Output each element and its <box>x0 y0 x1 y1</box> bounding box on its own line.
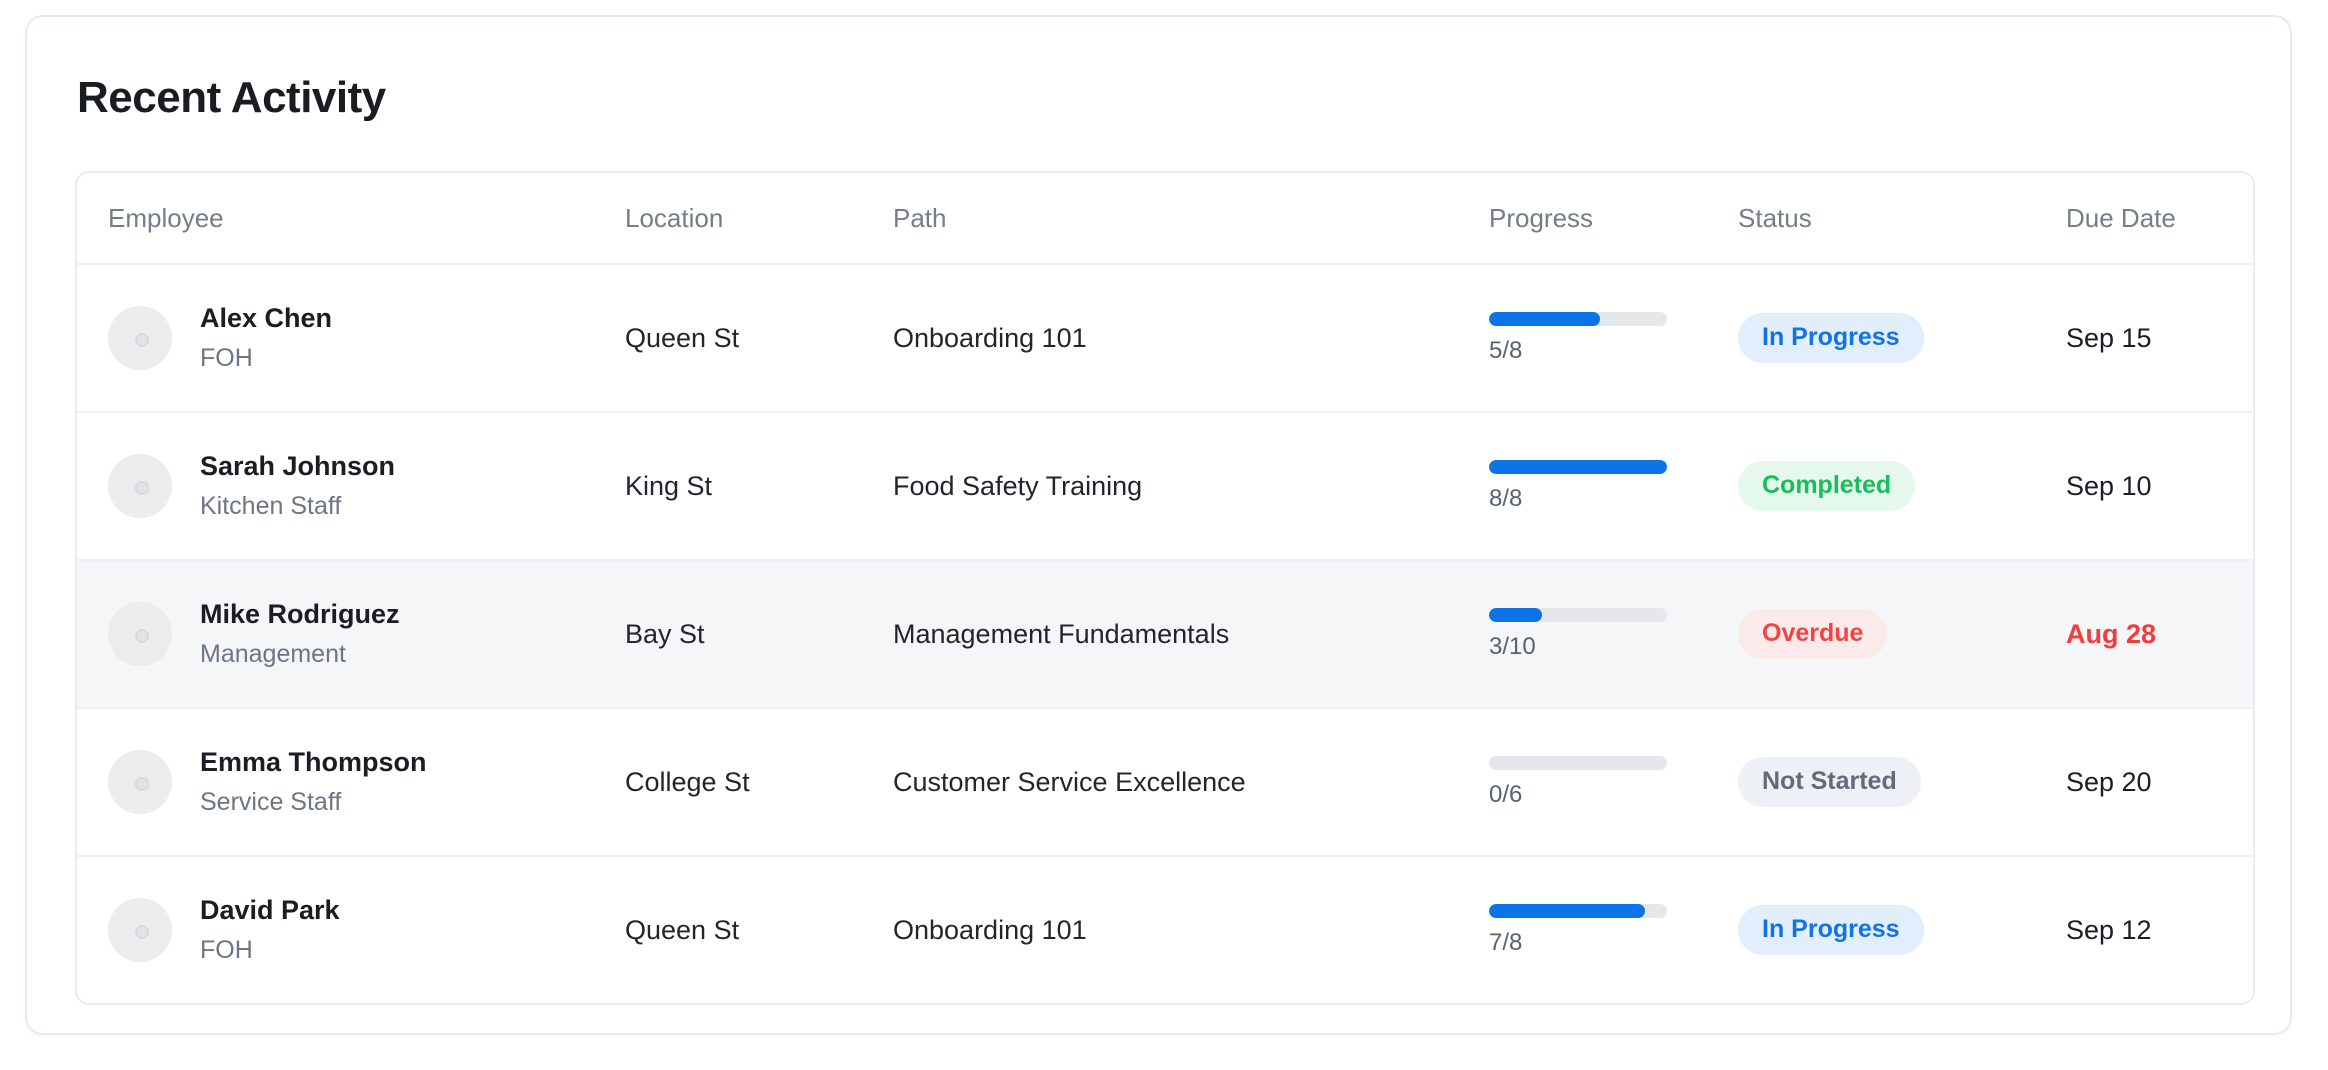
path-cell: Onboarding 101 <box>893 914 1087 945</box>
progress-bar-fill <box>1489 607 1543 622</box>
status-cell: In Progress <box>1738 313 2066 363</box>
progress-bar-fill <box>1489 311 1601 326</box>
location-cell: Bay St <box>625 618 705 649</box>
employee-name: Emma Thompson <box>200 747 427 778</box>
progress-bar <box>1489 903 1667 918</box>
activity-table: Employee Location Path Progress Status D… <box>75 171 2255 1005</box>
employee-name: Mike Rodriguez <box>200 599 400 630</box>
avatar <box>108 749 172 814</box>
employee-cell: Alex Chen FOH <box>108 303 625 372</box>
avatar <box>108 305 172 370</box>
progress-bar <box>1489 607 1667 622</box>
avatar <box>108 601 172 666</box>
avatar <box>108 897 172 962</box>
due-date-cell: Sep 10 <box>2066 470 2152 501</box>
employee-role: Service Staff <box>200 787 342 816</box>
employee-role: Management <box>200 639 346 668</box>
table-row[interactable]: Alex Chen FOH Queen St Onboarding 101 5/… <box>77 263 2253 411</box>
progress-fraction: 0/6 <box>1489 780 1523 808</box>
status-badge: Completed <box>1738 461 1916 511</box>
column-header-path: Path <box>893 202 947 233</box>
employee-role: FOH <box>200 935 253 964</box>
table-row[interactable]: Emma Thompson Service Staff College St C… <box>77 707 2253 855</box>
employee-cell: Sarah Johnson Kitchen Staff <box>108 451 625 520</box>
employee-cell: Mike Rodriguez Management <box>108 599 625 668</box>
column-header-location: Location <box>625 202 724 233</box>
progress-fraction: 5/8 <box>1489 336 1523 364</box>
due-date-cell: Sep 15 <box>2066 322 2152 353</box>
employee-name: David Park <box>200 895 340 926</box>
status-badge: Overdue <box>1738 609 1888 659</box>
due-date-cell: Sep 12 <box>2066 914 2152 945</box>
progress-cell: 3/10 <box>1489 607 1738 661</box>
progress-fraction: 8/8 <box>1489 484 1523 512</box>
progress-fraction: 3/10 <box>1489 632 1536 660</box>
status-cell: Not Started <box>1738 757 2066 807</box>
progress-fraction: 7/8 <box>1489 928 1523 956</box>
employee-cell: Emma Thompson Service Staff <box>108 747 625 816</box>
progress-bar <box>1489 459 1667 474</box>
page-title: Recent Activity <box>77 73 386 122</box>
due-date-cell: Aug 28 <box>2066 618 2157 649</box>
status-badge: Not Started <box>1738 757 1921 807</box>
progress-bar <box>1489 311 1667 326</box>
avatar <box>108 453 172 518</box>
progress-cell: 0/6 <box>1489 755 1738 809</box>
recent-activity-card: Recent Activity Employee Location Path P… <box>25 15 2292 1035</box>
path-cell: Management Fundamentals <box>893 618 1230 649</box>
location-cell: King St <box>625 470 713 501</box>
status-cell: In Progress <box>1738 905 2066 955</box>
status-cell: Overdue <box>1738 609 2066 659</box>
table-row[interactable]: Sarah Johnson Kitchen Staff King St Food… <box>77 411 2253 559</box>
employee-role: Kitchen Staff <box>200 491 342 520</box>
table-header-row: Employee Location Path Progress Status D… <box>77 173 2253 263</box>
table-row[interactable]: David Park FOH Queen St Onboarding 101 7… <box>77 855 2253 1003</box>
progress-cell: 7/8 <box>1489 903 1738 957</box>
column-header-employee: Employee <box>108 202 224 233</box>
employee-role: FOH <box>200 343 253 372</box>
progress-cell: 5/8 <box>1489 311 1738 365</box>
path-cell: Food Safety Training <box>893 470 1143 501</box>
status-badge: In Progress <box>1738 313 1924 363</box>
employee-name: Alex Chen <box>200 303 333 334</box>
column-header-status: Status <box>1738 202 1812 233</box>
progress-cell: 8/8 <box>1489 459 1738 513</box>
progress-bar-fill <box>1489 459 1667 474</box>
employee-cell: David Park FOH <box>108 895 625 964</box>
employee-name: Sarah Johnson <box>200 451 396 482</box>
progress-bar <box>1489 755 1667 770</box>
location-cell: Queen St <box>625 914 740 945</box>
column-header-progress: Progress <box>1489 202 1594 233</box>
column-header-due-date: Due Date <box>2066 202 2176 233</box>
location-cell: College St <box>625 766 750 797</box>
status-cell: Completed <box>1738 461 2066 511</box>
due-date-cell: Sep 20 <box>2066 766 2152 797</box>
location-cell: Queen St <box>625 322 740 353</box>
status-badge: In Progress <box>1738 905 1924 955</box>
progress-bar-fill <box>1489 903 1645 918</box>
path-cell: Onboarding 101 <box>893 322 1087 353</box>
path-cell: Customer Service Excellence <box>893 766 1246 797</box>
table-row[interactable]: Mike Rodriguez Management Bay St Managem… <box>77 559 2253 707</box>
